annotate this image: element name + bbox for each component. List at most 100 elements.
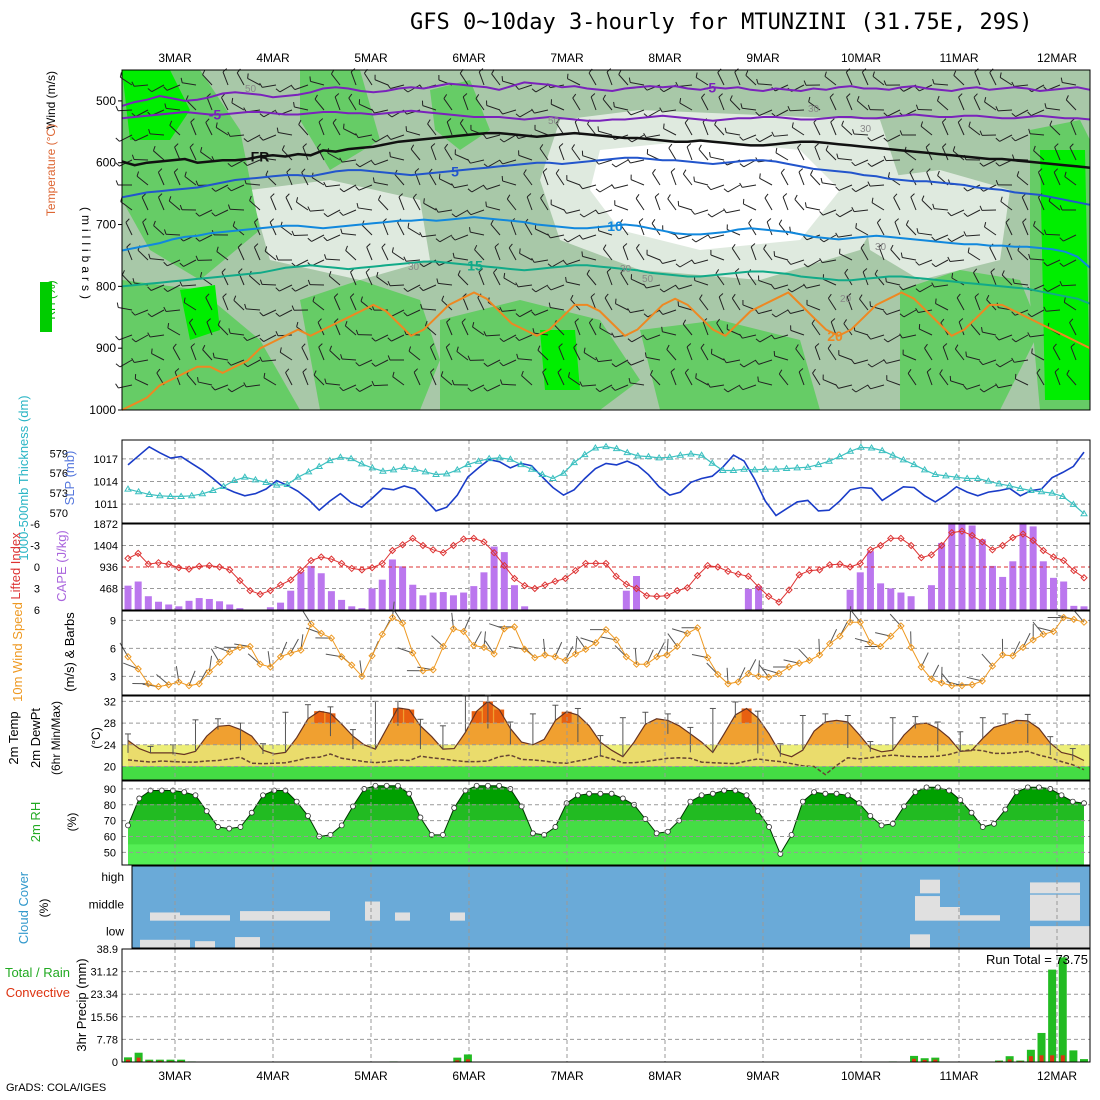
thickness-point bbox=[527, 465, 536, 472]
wind-barb-flag bbox=[615, 298, 617, 304]
thickness-point bbox=[846, 447, 855, 454]
wind-barb-flag bbox=[942, 143, 947, 148]
wind-barb bbox=[855, 184, 869, 193]
wind-barb bbox=[808, 101, 821, 111]
wind-barb-flag bbox=[147, 286, 152, 291]
wind-barb bbox=[950, 259, 965, 262]
wind-speed-point bbox=[622, 653, 631, 661]
wind-barb-flag bbox=[526, 193, 532, 198]
wind-barb-10m bbox=[431, 635, 444, 647]
wind-barb bbox=[200, 151, 213, 161]
thickness-point bbox=[729, 466, 738, 474]
wind-barb bbox=[742, 384, 757, 391]
wind-barb-flag bbox=[675, 263, 681, 268]
wind-barb-flag bbox=[131, 311, 136, 316]
wind-barb bbox=[917, 108, 933, 111]
precip-bar bbox=[1058, 957, 1067, 1062]
wind-barb bbox=[887, 134, 901, 142]
wind-barb-flag bbox=[797, 143, 802, 148]
wind-barb-flag bbox=[483, 185, 488, 190]
wind-barb bbox=[246, 183, 261, 186]
rh-contour-label: 30 bbox=[875, 242, 887, 253]
wind-barb-flag bbox=[995, 137, 1000, 142]
wind-speed-point bbox=[734, 678, 742, 686]
thickness-point bbox=[368, 463, 377, 471]
rh2m-point bbox=[305, 812, 311, 819]
wind-barb bbox=[359, 359, 373, 367]
wind-barb bbox=[710, 254, 725, 261]
wind-barb bbox=[478, 71, 485, 86]
wind-barb bbox=[967, 209, 981, 217]
wind-barb bbox=[586, 273, 597, 286]
rh-fill-dry bbox=[860, 170, 1010, 280]
wind-barb bbox=[166, 84, 181, 91]
wind-barb bbox=[598, 359, 613, 363]
wind-barb bbox=[406, 259, 421, 262]
wind-barb-flag bbox=[915, 87, 920, 92]
wind-barb-flag bbox=[565, 276, 567, 283]
wind-barb-flag bbox=[259, 113, 265, 118]
wind-speed-point bbox=[307, 620, 315, 628]
wind-barb-flag bbox=[228, 328, 231, 334]
wind-barb-flag bbox=[539, 144, 544, 149]
wind-barb bbox=[390, 156, 405, 161]
wind-barb-flag bbox=[462, 293, 467, 298]
cape-bar bbox=[287, 590, 295, 610]
wind-barb-flag bbox=[423, 198, 425, 204]
wind-barb-flag bbox=[227, 361, 232, 366]
wind-barb-flag bbox=[334, 318, 339, 323]
wind-barb-flag bbox=[595, 388, 600, 393]
wind-barb-flag bbox=[339, 386, 344, 392]
x-tick-label-top: 10MAR bbox=[841, 51, 881, 65]
wind-barb bbox=[846, 296, 853, 311]
wind-speed-point bbox=[1039, 630, 1048, 639]
wind-barb bbox=[789, 109, 805, 112]
thickness-point bbox=[963, 474, 972, 482]
thickness-point bbox=[708, 459, 717, 466]
thickness-point bbox=[538, 470, 547, 478]
cloud-patch bbox=[240, 911, 330, 921]
wind-speed-point bbox=[378, 630, 386, 639]
cloud-patch bbox=[920, 879, 940, 894]
wind-barb-flag bbox=[958, 93, 963, 98]
wind-barb-flag bbox=[907, 369, 912, 374]
thickness-point bbox=[379, 467, 387, 474]
wind-barb bbox=[1053, 172, 1061, 186]
cloud-patch bbox=[450, 912, 465, 921]
wind-barb-flag bbox=[748, 218, 753, 224]
wind-barb bbox=[806, 304, 821, 311]
wind-speed-point bbox=[236, 643, 244, 652]
rh-contour-label: 30 bbox=[860, 124, 872, 135]
wind-barb-flag bbox=[909, 168, 914, 173]
cape-bar bbox=[124, 585, 132, 610]
wind-barb-flag bbox=[307, 237, 312, 242]
convective-bar bbox=[1039, 1055, 1044, 1062]
wind-barb bbox=[904, 151, 917, 161]
cape-bar bbox=[327, 591, 335, 610]
wind-barb bbox=[1045, 233, 1061, 236]
rh2m-point bbox=[226, 825, 233, 832]
thickness-point bbox=[347, 454, 355, 462]
wind-barb bbox=[470, 159, 485, 164]
wind-barb bbox=[117, 109, 133, 112]
wind-barb-flag bbox=[979, 162, 984, 167]
wind-speed-point bbox=[765, 673, 773, 681]
rh2m-point bbox=[867, 812, 874, 819]
wind-barb bbox=[790, 259, 805, 265]
rh2m-point bbox=[451, 805, 458, 811]
wind-barb bbox=[279, 309, 293, 317]
temp-frame bbox=[121, 695, 1091, 781]
wind-barb-flag bbox=[503, 272, 506, 279]
thickness-point bbox=[315, 462, 324, 470]
cape-bar bbox=[622, 590, 630, 610]
wind-barb-flag bbox=[483, 387, 488, 392]
wind-barb-flag bbox=[428, 168, 433, 174]
wind-barb-flag bbox=[718, 93, 723, 98]
wind-barb bbox=[790, 309, 805, 315]
thickness-point bbox=[304, 467, 313, 475]
wind-barb bbox=[791, 284, 805, 293]
thickness-point bbox=[920, 465, 929, 473]
wind-barb-flag bbox=[265, 170, 269, 176]
wind-barb bbox=[710, 156, 725, 161]
wind-barb bbox=[598, 230, 613, 236]
